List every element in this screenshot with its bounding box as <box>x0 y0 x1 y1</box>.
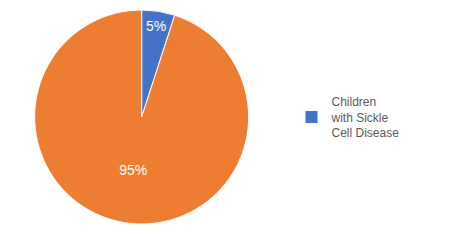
svg-text:95%: 95% <box>119 162 147 178</box>
svg-text:5%: 5% <box>146 18 166 34</box>
svg-text:Childrenwith SickleCell Diseas: Childrenwith SickleCell Disease <box>330 95 399 140</box>
